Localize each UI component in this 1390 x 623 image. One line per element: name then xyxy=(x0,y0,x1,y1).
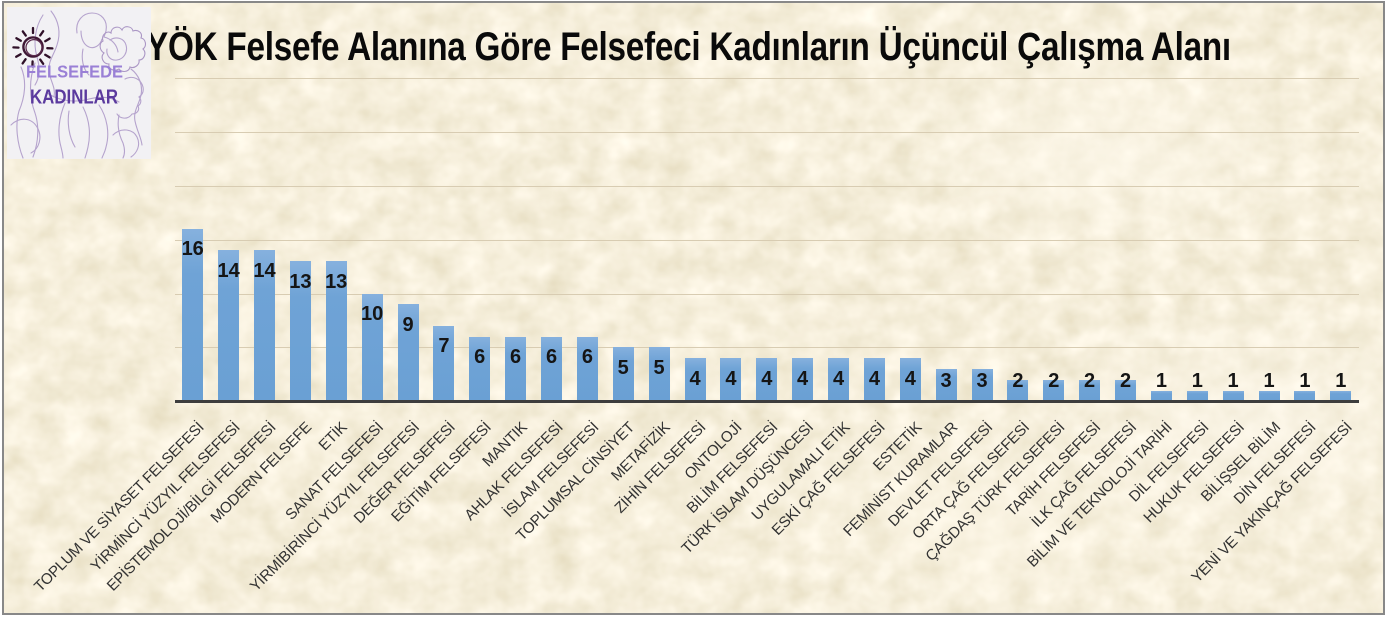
svg-text:KADINLAR: KADINLAR xyxy=(30,87,118,109)
svg-text:FELSEFEDE: FELSEFEDE xyxy=(26,62,123,82)
